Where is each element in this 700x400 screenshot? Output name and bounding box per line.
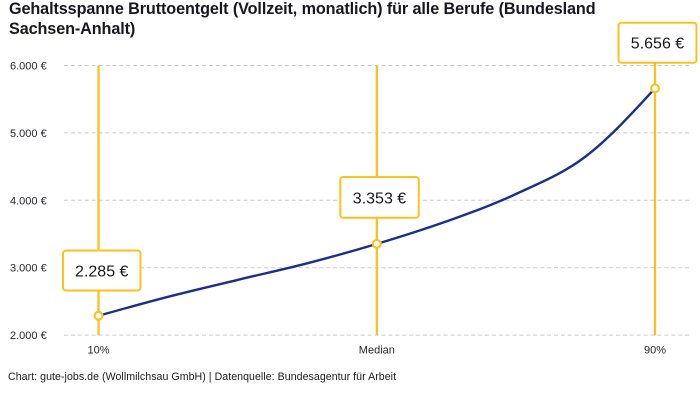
svg-text:6.000 €: 6.000 €: [10, 61, 47, 73]
svg-text:2.285 €: 2.285 €: [75, 263, 128, 280]
svg-text:Median: Median: [359, 345, 395, 357]
svg-text:4.000 €: 4.000 €: [10, 195, 47, 207]
svg-text:5.656 €: 5.656 €: [631, 36, 684, 53]
svg-text:90%: 90%: [644, 345, 666, 357]
svg-text:2.000 €: 2.000 €: [10, 330, 47, 342]
svg-text:10%: 10%: [87, 345, 109, 357]
svg-text:3.353 €: 3.353 €: [353, 190, 406, 207]
svg-text:3.000 €: 3.000 €: [10, 263, 47, 275]
svg-text:5.000 €: 5.000 €: [10, 128, 47, 140]
